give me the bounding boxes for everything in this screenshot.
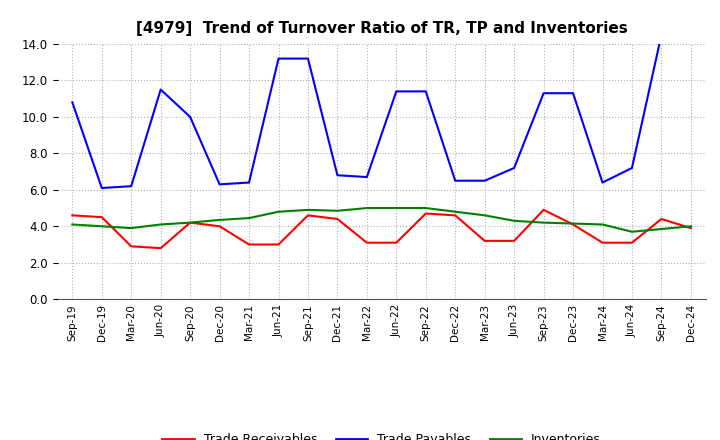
Legend: Trade Receivables, Trade Payables, Inventories: Trade Receivables, Trade Payables, Inven… (157, 428, 606, 440)
Trade Payables (628, 165, 636, 171)
Inventories (510, 218, 518, 224)
Trade Payables (97, 185, 106, 191)
Inventories (245, 216, 253, 221)
Trade Payables (68, 100, 76, 105)
Trade Payables (657, 32, 666, 37)
Trade Receivables (215, 224, 224, 229)
Inventories (127, 225, 135, 231)
Trade Payables (569, 91, 577, 96)
Trade Receivables (539, 207, 548, 213)
Inventories (215, 217, 224, 223)
Trade Receivables (510, 238, 518, 243)
Inventories (687, 224, 696, 229)
Trade Payables (333, 172, 342, 178)
Trade Receivables (392, 240, 400, 246)
Trade Receivables (274, 242, 283, 247)
Trade Receivables (628, 240, 636, 246)
Trade Payables (274, 56, 283, 61)
Trade Payables (539, 91, 548, 96)
Trade Receivables (363, 240, 372, 246)
Trade Payables (392, 89, 400, 94)
Inventories (68, 222, 76, 227)
Trade Receivables (68, 213, 76, 218)
Trade Payables (598, 180, 607, 185)
Trade Payables (245, 180, 253, 185)
Inventories (539, 220, 548, 225)
Trade Receivables (657, 216, 666, 222)
Trade Receivables (245, 242, 253, 247)
Trade Receivables (598, 240, 607, 246)
Inventories (451, 209, 459, 214)
Trade Receivables (687, 225, 696, 231)
Inventories (363, 205, 372, 211)
Trade Receivables (569, 222, 577, 227)
Inventories (421, 205, 430, 211)
Trade Payables (127, 183, 135, 189)
Inventories (392, 205, 400, 211)
Trade Payables (156, 87, 165, 92)
Trade Payables (304, 56, 312, 61)
Inventories (156, 222, 165, 227)
Trade Receivables (421, 211, 430, 216)
Line: Trade Payables: Trade Payables (72, 35, 691, 188)
Trade Receivables (156, 246, 165, 251)
Inventories (480, 213, 489, 218)
Line: Inventories: Inventories (72, 208, 691, 232)
Inventories (569, 221, 577, 226)
Inventories (186, 220, 194, 225)
Inventories (274, 209, 283, 214)
Trade Receivables (97, 215, 106, 220)
Inventories (628, 229, 636, 235)
Trade Payables (687, 32, 696, 37)
Inventories (333, 208, 342, 213)
Inventories (657, 227, 666, 232)
Trade Receivables (304, 213, 312, 218)
Trade Receivables (333, 216, 342, 222)
Trade Receivables (451, 213, 459, 218)
Trade Receivables (127, 244, 135, 249)
Trade Receivables (480, 238, 489, 243)
Title: [4979]  Trend of Turnover Ratio of TR, TP and Inventories: [4979] Trend of Turnover Ratio of TR, TP… (136, 21, 627, 36)
Inventories (304, 207, 312, 213)
Trade Payables (186, 114, 194, 120)
Line: Trade Receivables: Trade Receivables (72, 210, 691, 248)
Trade Payables (421, 89, 430, 94)
Trade Receivables (186, 220, 194, 225)
Inventories (598, 222, 607, 227)
Trade Payables (480, 178, 489, 183)
Trade Payables (363, 174, 372, 180)
Inventories (97, 224, 106, 229)
Trade Payables (510, 165, 518, 171)
Trade Payables (451, 178, 459, 183)
Trade Payables (215, 182, 224, 187)
